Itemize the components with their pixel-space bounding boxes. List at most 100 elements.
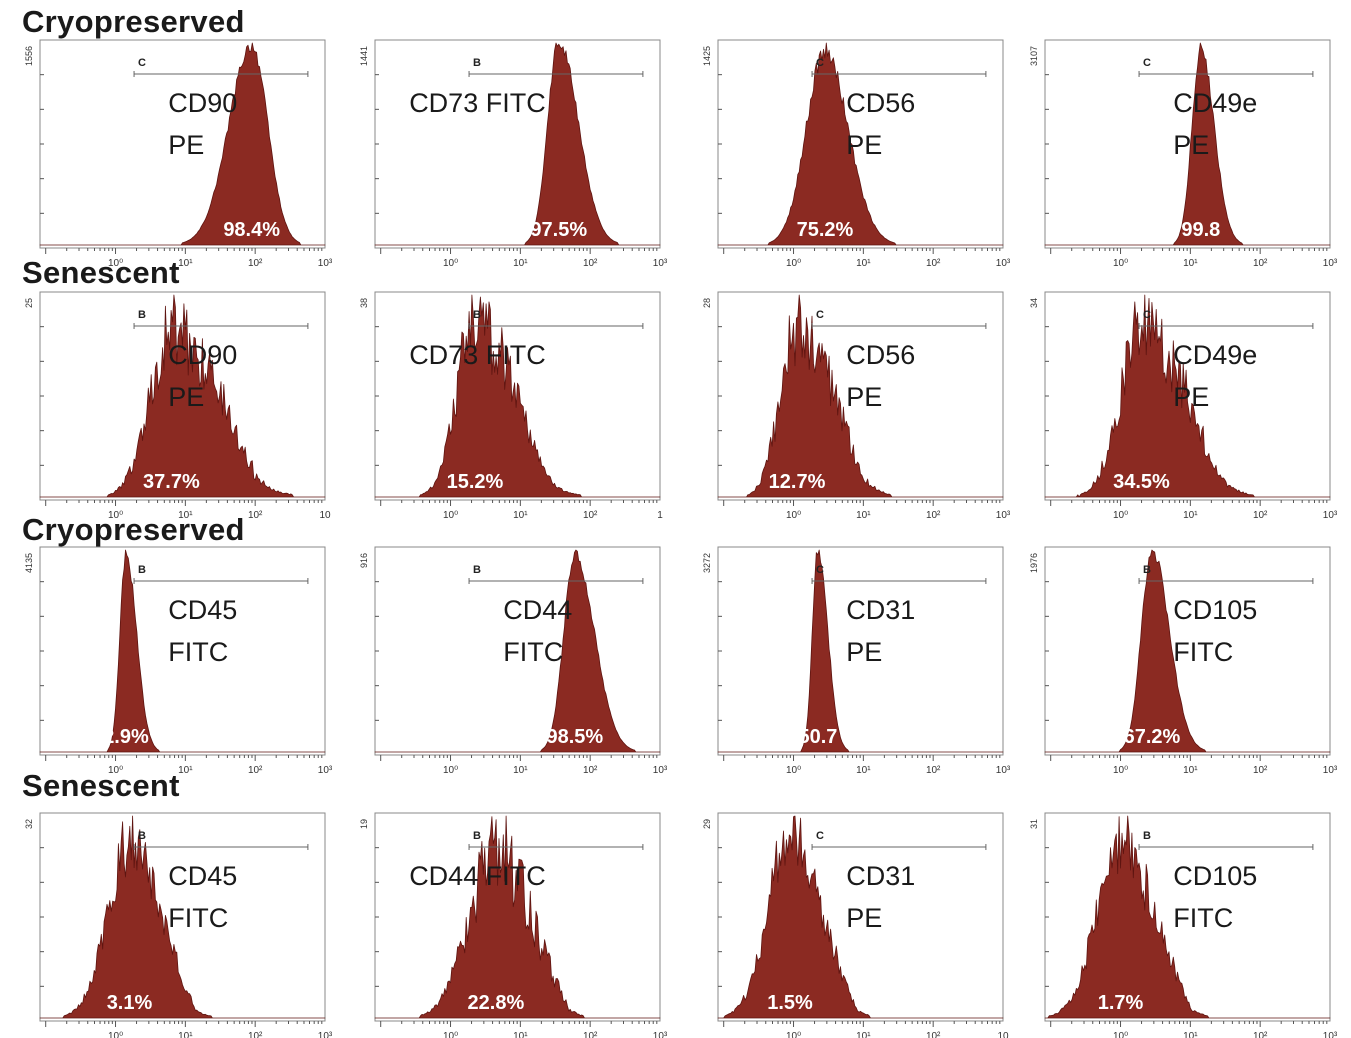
histogram-panel: C 3272 10⁰ 10¹ 10² 10³ CD31 PE 50.7 bbox=[702, 546, 1011, 776]
histogram-bars bbox=[717, 549, 1004, 753]
histogram-bars bbox=[39, 42, 326, 246]
x-tick-label: 10⁰ bbox=[786, 765, 801, 776]
x-tick-label: 1 bbox=[657, 510, 663, 521]
x-tick-label: 10¹ bbox=[178, 765, 193, 776]
histogram-bars bbox=[1044, 549, 1331, 753]
x-tick-label: 10¹ bbox=[178, 1031, 193, 1038]
x-tick-label: 10⁰ bbox=[786, 1031, 801, 1038]
y-max-label: 34 bbox=[1029, 298, 1039, 308]
marker-label: CD49e bbox=[1173, 88, 1257, 118]
marker-label: CD44 bbox=[503, 595, 572, 625]
y-max-label: 19 bbox=[359, 819, 369, 829]
x-tick-label: 10² bbox=[926, 1031, 941, 1038]
percent-positive-label: 34.5% bbox=[1113, 471, 1170, 493]
y-max-label: 28 bbox=[702, 298, 712, 308]
marker-label: CD49e bbox=[1173, 340, 1257, 370]
fluorochrome-label: FITC bbox=[168, 637, 228, 667]
marker-label: CD45 bbox=[168, 861, 237, 891]
x-tick-label: 10¹ bbox=[178, 258, 193, 269]
histogram-panel: B 38 10⁰ 10¹ 10² 1 CD73 FITC 15.2% bbox=[359, 291, 663, 521]
y-max-label: 1976 bbox=[1029, 553, 1039, 573]
x-tick-label: 10³ bbox=[653, 1031, 668, 1038]
x-tick-label: 10⁰ bbox=[786, 510, 801, 521]
percent-positive-label: 3.1% bbox=[107, 992, 153, 1014]
y-max-label: 3107 bbox=[1029, 46, 1039, 66]
x-tick-label: 10¹ bbox=[178, 510, 193, 521]
gate-label: C bbox=[816, 309, 824, 321]
x-tick-label: 10¹ bbox=[1183, 765, 1198, 776]
gate-label: B bbox=[473, 830, 481, 842]
fluorochrome-label: PE bbox=[1173, 130, 1209, 160]
x-tick-label: 10⁰ bbox=[108, 765, 123, 776]
x-tick-label: 10¹ bbox=[1183, 258, 1198, 269]
x-tick-label: 10¹ bbox=[513, 765, 528, 776]
histogram-panel: C 34 10⁰ 10¹ 10² 10³ CD49e PE 34.5% bbox=[1029, 291, 1338, 521]
x-tick-label: 10² bbox=[248, 765, 263, 776]
y-max-label: 25 bbox=[24, 298, 34, 308]
marker-label: CD31 bbox=[846, 861, 915, 891]
marker-label: CD45 bbox=[168, 595, 237, 625]
x-tick-label: 10² bbox=[583, 258, 598, 269]
histogram-panel: B 19 10⁰ 10¹ 10² 10³ CD44 FITC 22.8% bbox=[359, 812, 668, 1038]
x-tick-label: 10¹ bbox=[856, 258, 871, 269]
x-tick-label: 10² bbox=[248, 1031, 263, 1038]
x-tick-label: 10³ bbox=[1323, 510, 1338, 521]
x-tick-label: 10² bbox=[583, 510, 598, 521]
histogram-bars bbox=[1044, 42, 1331, 246]
fluorochrome-label: PE bbox=[846, 382, 882, 412]
y-max-label: 32 bbox=[24, 819, 34, 829]
histogram-panel: B 1976 10⁰ 10¹ 10² 10³ CD105 FITC 67.2% bbox=[1029, 546, 1338, 776]
histogram-panel: B 916 10⁰ 10¹ 10² 10³ CD44 FITC 98.5% bbox=[359, 546, 668, 776]
histogram-panel: B 4135 10⁰ 10¹ 10² 10³ CD45 FITC 2.9% bbox=[24, 546, 333, 776]
marker-label: CD105 bbox=[1173, 595, 1257, 625]
percent-positive-label: 75.2% bbox=[797, 219, 854, 241]
x-tick-label: 10³ bbox=[996, 510, 1011, 521]
gate-label: C bbox=[816, 830, 824, 842]
percent-positive-label: 67.2% bbox=[1124, 726, 1181, 748]
plot-frame bbox=[1044, 546, 1331, 756]
y-max-label: 1425 bbox=[702, 46, 712, 66]
x-tick-label: 10² bbox=[583, 1031, 598, 1038]
histogram-panel: B 31 10⁰ 10¹ 10² 10³ CD105 FITC 1.7% bbox=[1029, 812, 1338, 1038]
histogram-bars bbox=[374, 815, 661, 1019]
percent-positive-label: 37.7% bbox=[143, 471, 200, 493]
y-max-label: 1556 bbox=[24, 46, 34, 66]
x-tick-label: 10³ bbox=[1323, 765, 1338, 776]
x-tick-label: 10² bbox=[926, 510, 941, 521]
plot-frame bbox=[374, 39, 661, 249]
percent-positive-label: 12.7% bbox=[769, 471, 826, 493]
histogram-bars bbox=[39, 549, 326, 753]
gate-label: B bbox=[1143, 564, 1151, 576]
row-title-0: Cryopreserved bbox=[22, 4, 245, 39]
histogram-panel: C 28 10⁰ 10¹ 10² 10³ CD56 PE 12.7% bbox=[702, 291, 1011, 521]
x-tick-label: 10² bbox=[583, 765, 598, 776]
histogram-bars bbox=[374, 42, 661, 246]
histogram-panel: B 1441 10⁰ 10¹ 10² 10³ CD73 FITC 97.5% bbox=[359, 39, 668, 269]
x-tick-label: 10⁰ bbox=[108, 1031, 123, 1038]
percent-positive-label: 50.7 bbox=[798, 726, 837, 748]
marker-label: CD90 bbox=[168, 88, 237, 118]
x-tick-label: 10¹ bbox=[856, 1031, 871, 1038]
fluorochrome-label: PE bbox=[846, 637, 882, 667]
fluorochrome-label: FITC bbox=[503, 637, 563, 667]
histogram-panel: C 1556 10⁰ 10¹ 10² 10³ CD90 PE 98.4% bbox=[24, 39, 333, 269]
x-tick-label: 10³ bbox=[1323, 1031, 1338, 1038]
histogram-panel: C 29 10⁰ 10¹ 10² 10 CD31 PE 1.5% bbox=[702, 812, 1009, 1038]
percent-positive-label: 99.8 bbox=[1181, 219, 1220, 241]
x-tick-label: 10³ bbox=[996, 258, 1011, 269]
fluorochrome-label: FITC bbox=[1173, 903, 1233, 933]
marker-label: CD56 bbox=[846, 88, 915, 118]
percent-positive-label: 22.8% bbox=[468, 992, 525, 1014]
x-tick-label: 10³ bbox=[653, 258, 668, 269]
percent-positive-label: 98.4% bbox=[223, 219, 280, 241]
x-tick-label: 10⁰ bbox=[443, 1031, 458, 1038]
percent-positive-label: 2.9% bbox=[103, 726, 149, 748]
x-tick-label: 10⁰ bbox=[1113, 510, 1128, 521]
x-tick-label: 10² bbox=[248, 258, 263, 269]
marker-label: CD56 bbox=[846, 340, 915, 370]
y-max-label: 916 bbox=[359, 553, 369, 568]
gate-label: B bbox=[138, 309, 146, 321]
x-tick-label: 10¹ bbox=[513, 258, 528, 269]
x-tick-label: 10¹ bbox=[856, 510, 871, 521]
